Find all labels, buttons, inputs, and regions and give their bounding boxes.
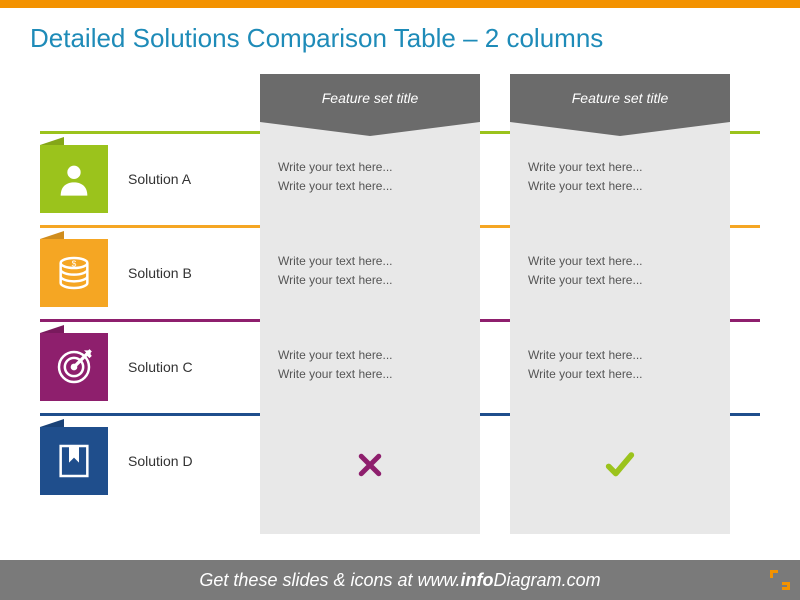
feature-cell: Write your text here...Write your text h… <box>510 230 730 324</box>
column-body: Write your text here...Write your text h… <box>260 122 480 534</box>
cross-icon <box>260 418 480 512</box>
feature-cell: Write your text here...Write your text h… <box>510 324 730 418</box>
footer-bar: Get these slides & icons at www.infoDiag… <box>0 560 800 600</box>
feature-cell: Write your text here...Write your text h… <box>510 136 730 230</box>
solution-label: Solution A <box>108 163 248 195</box>
cell-text-line: Write your text here... <box>278 252 462 271</box>
cell-text-line: Write your text here... <box>528 177 712 196</box>
solution-label: Solution D <box>108 445 248 477</box>
cell-text-line: Write your text here... <box>528 252 712 271</box>
bookmark-icon <box>40 427 108 495</box>
corner-icon <box>770 570 790 590</box>
cell-text-line: Write your text here... <box>278 346 462 365</box>
solution-label: Solution B <box>108 257 248 289</box>
feature-cell: Write your text here...Write your text h… <box>260 324 480 418</box>
column-body: Write your text here...Write your text h… <box>510 122 730 534</box>
column-header: Feature set title <box>510 74 730 122</box>
cell-text-line: Write your text here... <box>528 365 712 384</box>
feature-cell: Write your text here...Write your text h… <box>260 230 480 324</box>
footer-text: Get these slides & icons at www.infoDiag… <box>199 570 600 591</box>
feature-column: Feature set title Write your text here...… <box>260 74 480 534</box>
solution-label: Solution C <box>108 351 248 383</box>
cell-text-line: Write your text here... <box>278 365 462 384</box>
target-icon <box>40 333 108 401</box>
person-icon <box>40 145 108 213</box>
feature-cell: Write your text here...Write your text h… <box>260 136 480 230</box>
cell-text-line: Write your text here... <box>528 158 712 177</box>
page-title: Detailed Solutions Comparison Table – 2 … <box>0 8 800 74</box>
svg-text:$: $ <box>72 258 77 268</box>
check-icon <box>510 418 730 512</box>
feature-column: Feature set title Write your text here...… <box>510 74 730 534</box>
cell-text-line: Write your text here... <box>278 177 462 196</box>
coins-icon: $ <box>40 239 108 307</box>
cell-text-line: Write your text here... <box>278 271 462 290</box>
cell-text-line: Write your text here... <box>278 158 462 177</box>
cell-text-line: Write your text here... <box>528 346 712 365</box>
column-header: Feature set title <box>260 74 480 122</box>
top-accent-bar <box>0 0 800 8</box>
cell-text-line: Write your text here... <box>528 271 712 290</box>
content-area: Solution A $ Solution B Solution C Solution … <box>0 74 800 554</box>
